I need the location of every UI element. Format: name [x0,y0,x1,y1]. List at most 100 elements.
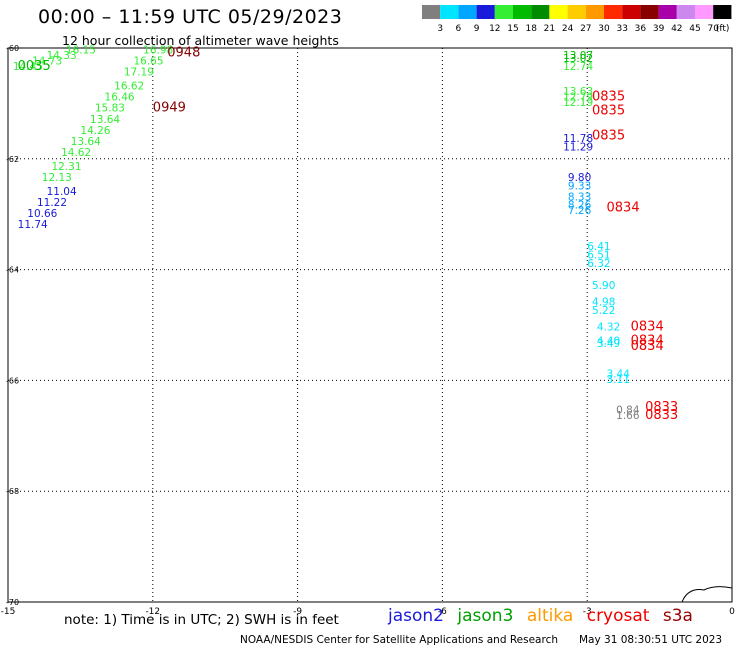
wave-height-label: 11.78 [563,133,593,145]
legend-jason3: jason3 [457,606,514,626]
y-tick-label: -70 [6,598,19,607]
pass-time-label: 0833 [645,400,678,415]
wave-height-label: 8.26 [568,200,592,212]
wave-height-label: 12.13 [42,172,72,184]
wave-height-label: 6.51 [587,250,610,262]
color-scale-label: 27 [580,24,591,34]
wave-height-label: 5.90 [592,280,615,292]
wave-height-label: 14.33 [47,50,77,62]
wave-height-label: 13.07 [563,50,593,62]
coastline [681,586,733,603]
wave-height-label: 11.74 [18,219,48,231]
color-scale-label: 15 [507,24,518,34]
wave-height-label: 9.80 [568,172,591,184]
color-scale-label: 39 [653,24,665,34]
wave-height-label: 11.22 [37,197,67,209]
color-scale-label: 42 [671,24,682,34]
x-tick-label: -6 [438,607,447,617]
x-tick-label: -15 [1,607,16,617]
credit-line: NOAA/NESDIS Center for Satellite Applica… [240,634,558,646]
color-swatch-9 [585,5,604,19]
pass-time-label: 0948 [167,45,200,60]
pass-time-label: 0835 [592,128,625,143]
wave-height-label: 6.41 [587,241,610,253]
color-swatch-15 [695,5,714,19]
color-swatch-6 [531,5,550,19]
color-swatch-4 [494,5,513,19]
units-note: note: 1) Time is in UTC; 2) SWH is in fe… [64,612,339,628]
x-tick-label: -9 [293,607,302,617]
wave-height-label: 16.46 [105,92,135,104]
color-swatch-11 [622,5,641,19]
wave-height-label: 6.32 [587,258,610,270]
legend-altika: altika [526,606,574,626]
color-swatch-12 [640,5,659,19]
wave-height-label: 4.98 [592,297,615,309]
wave-height-label: 5.22 [592,305,615,317]
x-tick-label: -3 [583,607,592,617]
color-swatch-8 [567,5,586,19]
color-scale-label: 36 [635,24,647,34]
wave-height-label: 12.31 [51,161,81,173]
color-scale-label: 70 [707,24,719,34]
wave-height-label: 13.64 [71,136,101,148]
color-scale-label: 45 [689,24,700,34]
legend-cryosat: cryosat [586,606,650,626]
wave-height-label: 0.84 [616,405,640,417]
wave-height-label: 15.83 [95,103,125,115]
wave-height-label: 17.19 [124,67,154,79]
wave-height-label: 3.11 [607,374,630,386]
x-tick-label: -12 [145,607,160,617]
color-scale-label: 9 [474,24,480,34]
chart-title: 00:00 – 11:59 UTC 05/29/2023 [38,6,343,28]
wave-height-label: 13.63 [563,86,593,98]
wave-height-label: 14.26 [80,125,110,137]
color-scale-unit: (ft) [716,24,730,34]
color-swatch-0 [422,5,441,19]
color-swatch-5 [513,5,532,19]
wave-height-label: 8.33 [568,191,591,203]
pass-time-label: 0035 [18,59,51,74]
y-tick-label: -62 [6,155,19,164]
generation-timestamp: May 31 08:30:51 UTC 2023 [579,634,723,646]
y-tick-label: -66 [6,376,19,385]
wave-height-label: 4.40 [597,335,620,347]
color-swatch-3 [476,5,495,19]
wave-height-label: 1.66 [616,410,640,422]
color-swatch-1 [440,5,459,19]
chart-subtitle: 12 hour collection of altimeter wave hei… [62,33,339,48]
pass-time-label: 0834 [631,320,664,335]
color-scale-label: 3 [437,24,443,34]
pass-time-label: 0949 [153,101,186,116]
pass-time-label: 0835 [592,90,625,105]
wave-height-label: 16.62 [114,81,144,93]
pass-time-label: 0834 [607,200,640,215]
wave-height-label: 3.49 [597,338,620,350]
wave-height-label: 13.64 [90,114,120,126]
plot-frame [7,47,733,603]
wave-height-label: 16.15 [66,45,96,57]
color-swatch-14 [676,5,695,19]
wave-height-label: 4.32 [597,322,620,334]
wave-height-label: 14.45 [13,61,43,73]
wave-height-label: 12.79 [563,92,593,104]
color-scale-label: 30 [598,24,610,34]
wave-height-label: 11.29 [563,141,593,153]
wave-height-label: 11.04 [47,186,77,198]
color-swatch-2 [458,5,477,19]
color-swatch-7 [549,5,568,19]
pass-time-label: 0834 [631,333,664,348]
y-tick-label: -68 [6,487,19,496]
color-scale-label: 6 [456,24,462,34]
color-swatch-10 [604,5,623,19]
legend-s3a: s3a [662,606,693,626]
color-swatch-13 [658,5,677,19]
wave-height-label: 14.73 [32,56,62,68]
wave-height-label: 9.33 [568,180,591,192]
satellite-legend: jason2 jason3 altika cryosat s3a [388,606,701,626]
wave-height-label: 12.19 [563,97,593,109]
color-swatch-16 [713,5,732,19]
color-scale-bar: 3 6 9 12 15 18 21 24 27 30 33 36 39 42 45 70(ft) [422,5,732,34]
wave-height-label: 13.02 [563,53,593,65]
